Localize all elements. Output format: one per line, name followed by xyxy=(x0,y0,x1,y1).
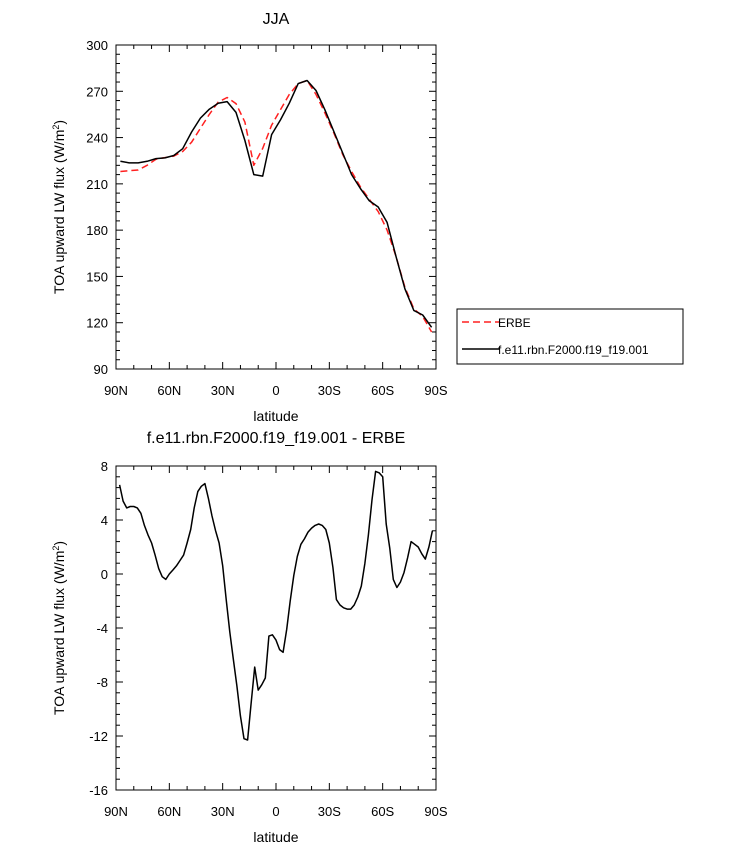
y-tick-label: 8 xyxy=(101,459,108,474)
x-tick-label: 0 xyxy=(272,804,279,819)
y-axis-label: TOA upward LW flux (W/m2) xyxy=(51,120,67,294)
x-tick-label: 0 xyxy=(272,383,279,398)
legend-label-erbe: ERBE xyxy=(498,316,531,330)
y-axis-label: TOA upward LW flux (W/m2) xyxy=(51,541,67,715)
chart-top: JJA 90N 60N 30N 0 30S 60S 90S 90 120 150 180 210 240… xyxy=(51,11,684,424)
y-axis-label-sup: 2 xyxy=(51,125,61,130)
y-axis-label-tail: ) xyxy=(51,120,67,125)
axis-ticks: 90N 60N 30N 0 30S 60S 90S 90 120 150 180 210 240 270 3… xyxy=(86,38,448,398)
y-tick-label: 180 xyxy=(86,223,108,238)
chart-title: JJA xyxy=(263,11,290,28)
x-tick-label: 90S xyxy=(424,804,447,819)
y-tick-label: 270 xyxy=(86,84,108,99)
x-tick-label: 30S xyxy=(318,383,341,398)
x-tick-label: 30S xyxy=(318,804,341,819)
x-tick-label: 30N xyxy=(211,804,235,819)
series-group xyxy=(118,470,434,741)
legend-box xyxy=(456,308,684,365)
series-line-1 xyxy=(120,79,433,328)
x-axis-label: latitude xyxy=(253,408,298,424)
series-line-0 xyxy=(120,79,433,333)
axis-ticks: 90N 60N 30N 0 30S 60S 90S -16 -12 -8 -4 0 4 8 xyxy=(89,459,448,819)
y-tick-label: 150 xyxy=(86,269,108,284)
x-tick-label: 60N xyxy=(157,804,181,819)
legend-label-model: f.e11.rbn.F2000.f19_f19.001 xyxy=(498,343,649,357)
y-tick-label: 300 xyxy=(86,38,108,53)
chart-title: f.e11.rbn.F2000.f19_f19.001 - ERBE xyxy=(147,430,406,447)
y-tick-label: 240 xyxy=(86,131,108,146)
y-tick-label: -8 xyxy=(96,675,108,690)
chart-bottom: f.e11.rbn.F2000.f19_f19.001 - ERBE 90N 60… xyxy=(51,430,448,845)
y-tick-label: 0 xyxy=(101,567,108,582)
y-tick-label: 90 xyxy=(94,362,108,377)
y-tick-label: -4 xyxy=(96,621,108,636)
legend: ERBE f.e11.rbn.F2000.f19_f19.001 xyxy=(456,308,684,365)
x-tick-label: 60S xyxy=(371,383,394,398)
x-tick-label: 90N xyxy=(104,383,128,398)
y-tick-label: -12 xyxy=(89,729,108,744)
y-tick-label: -16 xyxy=(89,783,108,798)
x-tick-label: 90S xyxy=(424,383,447,398)
y-tick-label: 120 xyxy=(86,316,108,331)
y-tick-label: 210 xyxy=(86,177,108,192)
y-axis-label-main: TOA upward LW flux (W/m xyxy=(51,551,67,715)
y-tick-label: 4 xyxy=(101,513,108,528)
series-group xyxy=(120,79,433,333)
y-axis-label-tail: ) xyxy=(51,541,67,546)
x-tick-label: 60S xyxy=(371,804,394,819)
plot-frame xyxy=(115,465,437,791)
x-tick-label: 30N xyxy=(211,383,235,398)
x-tick-label: 90N xyxy=(104,804,128,819)
y-axis-label-sup: 2 xyxy=(51,546,61,551)
x-axis-label: latitude xyxy=(253,829,298,845)
plot-frame xyxy=(115,44,437,370)
series-line-0 xyxy=(118,470,434,741)
x-tick-label: 60N xyxy=(157,383,181,398)
y-axis-label-main: TOA upward LW flux (W/m xyxy=(51,130,67,294)
